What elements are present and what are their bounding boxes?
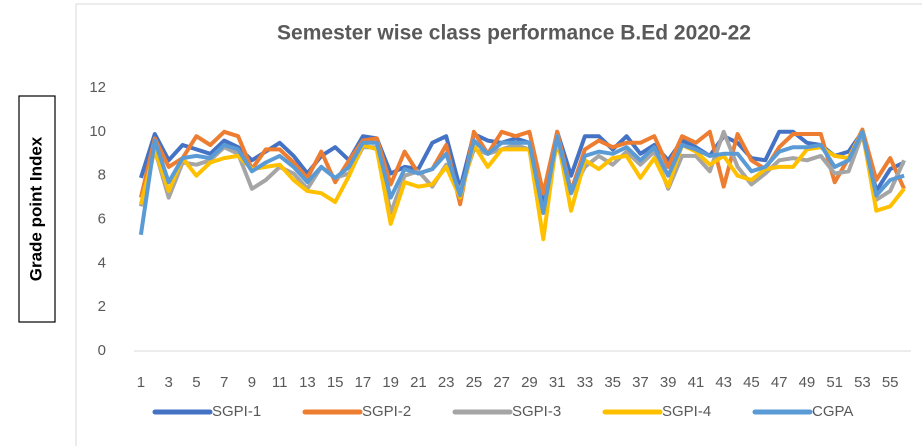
legend-label: SGPI-3 (512, 403, 561, 420)
y-tick-label: 6 (98, 210, 106, 227)
y-tick-label: 12 (89, 79, 106, 96)
series-line (138, 129, 906, 242)
y-tick-label: 0 (98, 342, 106, 359)
x-tick-label: 49 (799, 374, 816, 391)
x-tick-label: 3 (165, 374, 173, 391)
x-tick-label: 13 (299, 374, 316, 391)
y-title-box (18, 95, 56, 323)
x-tick-label: 45 (743, 374, 760, 391)
x-tick-label: 37 (632, 374, 649, 391)
x-tick-label: 23 (438, 374, 455, 391)
legend-label: SGPI-2 (362, 403, 411, 420)
x-tick-label: 51 (826, 374, 843, 391)
x-tick-label: 1 (137, 374, 145, 391)
x-tick-label: 9 (248, 374, 256, 391)
x-tick-label: 25 (466, 374, 483, 391)
x-tick-label: 19 (382, 374, 399, 391)
y-tick-label: 8 (98, 167, 106, 184)
x-tick-label: 17 (355, 374, 372, 391)
series-line (138, 129, 906, 215)
x-tick-label: 33 (577, 374, 594, 391)
x-tick-label: 47 (771, 374, 788, 391)
y-tick-label: 2 (98, 298, 106, 315)
y-tick-label: 10 (89, 123, 106, 140)
x-tick-label: 41 (688, 374, 705, 391)
x-tick-label: 31 (549, 374, 566, 391)
y-tick-label: 4 (98, 254, 106, 271)
x-tick-label: 29 (521, 374, 538, 391)
series-line (138, 127, 906, 207)
x-tick-label: 7 (220, 374, 228, 391)
x-tick-label: 11 (272, 374, 288, 391)
x-tick-label: 55 (882, 374, 899, 391)
x-tick-label: 15 (327, 374, 344, 391)
x-tick-label: 39 (660, 374, 677, 391)
legend-label: CGPA (812, 403, 853, 420)
x-tick-label: 43 (715, 374, 732, 391)
series-line (138, 129, 905, 236)
x-tick-label: 21 (410, 374, 427, 391)
chart-title: Semester wise class performance B.Ed 202… (277, 22, 751, 45)
legend-label: SGPI-4 (662, 403, 711, 420)
legend-label: SGPI-1 (212, 403, 261, 420)
x-tick-label: 27 (493, 374, 510, 391)
x-tick-label: 53 (854, 374, 871, 391)
y-axis-title: Grade point Index (26, 136, 45, 281)
x-tick-label: 5 (192, 374, 200, 391)
x-tick-label: 35 (604, 374, 621, 391)
